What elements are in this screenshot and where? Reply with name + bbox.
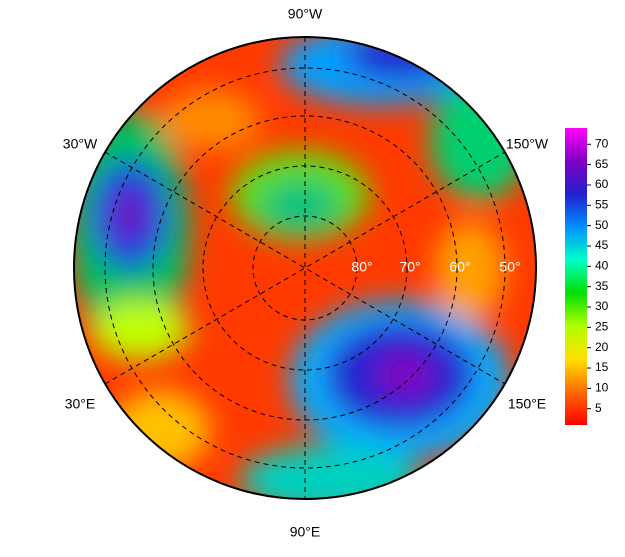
colorbar-tick-label: 35 (595, 279, 609, 293)
colorbar (565, 128, 587, 425)
colorbar-tick-label: 30 (595, 299, 609, 313)
longitude-label: 30°E (65, 396, 96, 412)
map-boundary (73, 36, 537, 500)
latitude-label: 80° (351, 259, 372, 275)
colorbar-tick-label: 10 (595, 381, 609, 395)
colorbar-tick-label: 40 (595, 259, 609, 273)
longitude-label: 90°E (290, 524, 321, 540)
colorbar-tick-label: 55 (595, 197, 609, 211)
longitude-label: 90°W (288, 6, 323, 22)
colorbar-tick-label: 5 (595, 401, 602, 415)
colorbar-tick-label: 65 (595, 157, 609, 171)
colorbar-tick-label: 50 (595, 218, 609, 232)
colorbar-tick-label: 60 (595, 177, 609, 191)
colorbar-tick-label: 15 (595, 360, 609, 374)
colorbar-tick-label: 25 (595, 320, 609, 334)
latitude-label: 60° (449, 259, 470, 275)
longitude-label: 30°W (63, 136, 98, 152)
colorbar-tick-label: 70 (595, 136, 609, 150)
graticule (104, 37, 506, 499)
colorbar-tick-label: 45 (595, 238, 609, 252)
colorbar-tick-label: 20 (595, 340, 609, 354)
longitude-label: 150°E (508, 396, 546, 412)
latitude-label: 50° (499, 259, 520, 275)
latitude-label: 70° (399, 259, 420, 275)
longitude-label: 150°W (506, 136, 549, 152)
